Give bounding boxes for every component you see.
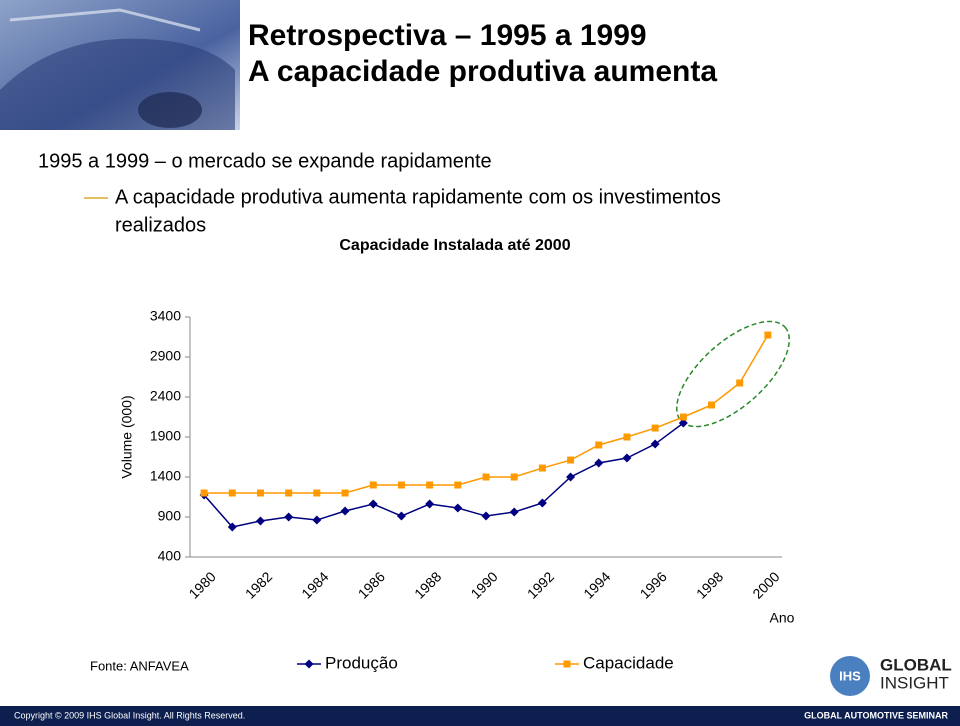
source: Fonte: ANFAVEA — [90, 658, 189, 673]
point — [397, 481, 405, 489]
x-tick-label: 1988 — [411, 568, 444, 601]
bullet: 1995 a 1999 – o mercado se expande rapid… — [38, 150, 492, 172]
point — [736, 379, 744, 387]
point — [284, 512, 294, 522]
point — [623, 433, 631, 441]
point — [368, 499, 378, 509]
x-tick-label: 1998 — [693, 568, 726, 601]
highlight-ellipse — [675, 320, 791, 428]
point — [678, 418, 688, 428]
y-tick-label: 900 — [158, 508, 182, 524]
y-tick-label: 1400 — [150, 468, 181, 484]
point — [509, 507, 519, 517]
point — [285, 489, 293, 497]
x-tick-label: 2000 — [749, 568, 782, 601]
logo-text: INSIGHT — [880, 673, 949, 692]
logo-text: GLOBAL — [880, 655, 952, 674]
x-tick-label: 1982 — [242, 568, 275, 601]
point — [312, 515, 322, 525]
y-axis-label: Volume (000) — [119, 395, 135, 478]
point — [708, 401, 716, 409]
point — [679, 413, 687, 421]
point — [227, 522, 237, 532]
car-image — [0, 0, 240, 130]
x-tick-label: 1992 — [524, 568, 557, 601]
y-tick-label: 2900 — [150, 348, 181, 364]
y-tick-label: 1900 — [150, 428, 181, 444]
x-tick-label: 1996 — [637, 568, 670, 601]
series-line — [203, 422, 684, 528]
legend-label: Capacidade — [583, 653, 674, 672]
point — [651, 424, 659, 432]
point — [764, 331, 772, 339]
point — [454, 481, 462, 489]
x-tick-label: 1986 — [355, 568, 388, 601]
point — [396, 511, 406, 521]
point — [481, 511, 491, 521]
point — [425, 499, 435, 509]
x-tick-label: 1984 — [298, 568, 331, 601]
point — [255, 516, 265, 526]
point — [369, 481, 377, 489]
point — [256, 489, 264, 497]
title-line: Retrospectiva – 1995 a 1999 — [248, 19, 647, 52]
point — [566, 472, 576, 482]
point — [228, 489, 236, 497]
point — [595, 441, 603, 449]
y-tick-label: 3400 — [150, 308, 181, 324]
point — [200, 489, 208, 497]
logo-mark: IHS — [839, 668, 861, 683]
sub-bullet: realizados — [115, 214, 206, 236]
legend-marker — [304, 659, 314, 669]
footer-left: Copyright © 2009 IHS Global Insight. All… — [14, 710, 245, 720]
x-axis-label: Ano — [770, 610, 795, 626]
footer-right: GLOBAL AUTOMOTIVE SEMINAR — [804, 710, 948, 720]
point — [650, 439, 660, 449]
point — [426, 481, 434, 489]
logo: IHS GLOBAL INSIGHT — [830, 655, 952, 696]
point — [594, 458, 604, 468]
y-tick-label: 2400 — [150, 388, 181, 404]
x-tick-label: 1990 — [467, 568, 500, 601]
legend-marker — [563, 660, 571, 668]
point — [340, 506, 350, 516]
point — [622, 453, 632, 463]
point — [510, 473, 518, 481]
point — [482, 473, 490, 481]
x-tick-label: 1994 — [580, 568, 613, 601]
x-tick-label: 1980 — [185, 568, 218, 601]
point — [537, 498, 547, 508]
chart-title: Capacidade Instalada até 2000 — [339, 237, 570, 254]
footer-bar — [0, 706, 960, 726]
point — [341, 489, 349, 497]
point — [538, 464, 546, 472]
y-tick-label: 400 — [158, 548, 182, 564]
point — [453, 503, 463, 513]
point — [567, 456, 575, 464]
sub-bullet: A capacidade produtiva aumenta rapidamen… — [115, 186, 721, 208]
legend-label: Produção — [325, 653, 398, 672]
point — [313, 489, 321, 497]
title-line: A capacidade produtiva aumenta — [248, 55, 717, 88]
